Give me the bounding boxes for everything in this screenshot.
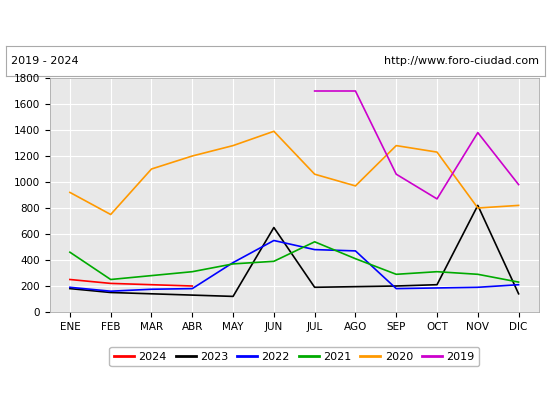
Text: 2019 - 2024: 2019 - 2024	[11, 56, 79, 66]
Legend: 2024, 2023, 2022, 2021, 2020, 2019: 2024, 2023, 2022, 2021, 2020, 2019	[109, 347, 479, 366]
Text: Evolucion Nº Turistas Nacionales en el municipio de Armiñón: Evolucion Nº Turistas Nacionales en el m…	[43, 13, 507, 29]
Text: http://www.foro-ciudad.com: http://www.foro-ciudad.com	[384, 56, 539, 66]
